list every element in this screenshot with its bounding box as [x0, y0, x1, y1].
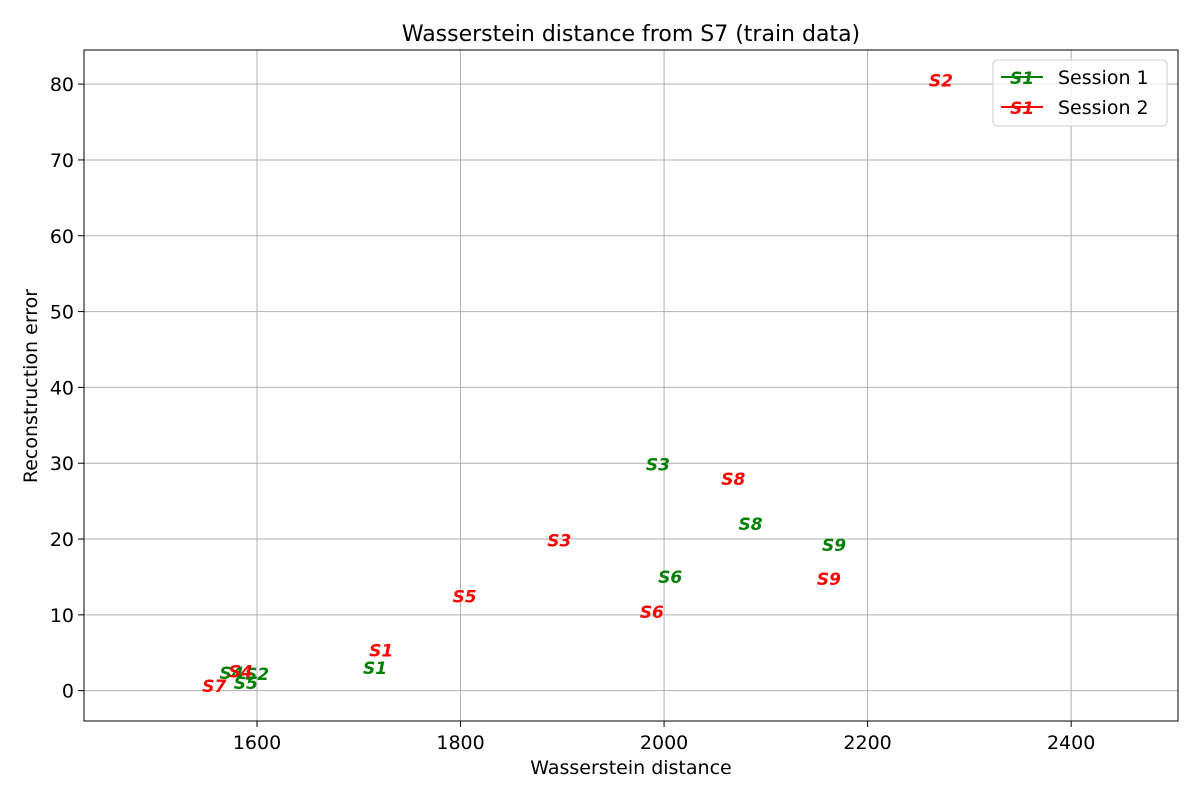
point-label-session-2-s8: S8 — [721, 470, 745, 490]
point-label-session-2-s6: S6 — [640, 603, 664, 623]
legend-entry-session-2: S1 Session 2 — [1001, 97, 1149, 119]
point-label-session-1-s1: S1 — [363, 659, 387, 679]
y-tick-label: 30 — [50, 453, 74, 475]
y-tick-label: 50 — [50, 302, 74, 324]
x-tick-label: 1800 — [436, 732, 484, 754]
x-tick-label: 1600 — [233, 732, 281, 754]
x-axis-label: Wasserstein distance — [530, 757, 731, 779]
y-axis-label: Reconstruction error — [20, 289, 42, 483]
chart-title: Wasserstein distance from S7 (train data… — [402, 22, 860, 47]
x-tick-label: 2000 — [640, 732, 688, 754]
point-label-session-2-s7: S7 — [202, 677, 226, 697]
y-tick-label: 0 — [62, 681, 74, 703]
point-label-session-2-s3: S3 — [547, 532, 571, 552]
axis-ticks: 1600 1800 2000 2200 2400 0 10 20 30 40 50 60 70 80 — [50, 74, 1096, 754]
point-label-session-2-s5: S5 — [453, 588, 477, 608]
legend-label-session-1: Session 1 — [1058, 67, 1149, 89]
y-tick-label: 40 — [50, 377, 74, 399]
point-label-session-2-s9: S9 — [817, 570, 841, 590]
point-label-session-1-s3: S3 — [646, 456, 670, 476]
point-label-session-1-s2: S2 — [245, 665, 269, 685]
legend-label-session-2: Session 2 — [1058, 97, 1149, 119]
x-tick-label: 2200 — [843, 732, 891, 754]
legend-entry-session-1: S1 Session 1 — [1001, 67, 1149, 89]
x-tick-label: 2400 — [1047, 732, 1095, 754]
legend-marker-session-2: S1 — [1010, 99, 1034, 119]
y-tick-label: 10 — [50, 605, 74, 627]
y-tick-label: 70 — [50, 150, 74, 172]
point-label-session-2-s2: S2 — [929, 71, 953, 91]
y-tick-label: 80 — [50, 74, 74, 96]
point-label-session-2-s4: S4 — [229, 663, 253, 683]
y-tick-label: 20 — [50, 529, 74, 551]
point-label-session-1-s8: S8 — [739, 515, 763, 535]
point-label-session-2-s1: S1 — [369, 641, 393, 661]
legend-marker-session-1: S1 — [1010, 69, 1034, 89]
grid-lines — [84, 50, 1178, 721]
y-tick-label: 60 — [50, 226, 74, 248]
point-label-session-1-s5: S5 — [234, 674, 258, 694]
legend: S1 Session 1 S1 Session 2 — [992, 59, 1168, 127]
point-label-session-1-s4: S4 — [220, 664, 244, 684]
point-label-session-1-s6: S6 — [658, 568, 682, 588]
plot-frame — [83, 49, 1179, 722]
point-label-session-1-s9: S9 — [822, 536, 846, 556]
